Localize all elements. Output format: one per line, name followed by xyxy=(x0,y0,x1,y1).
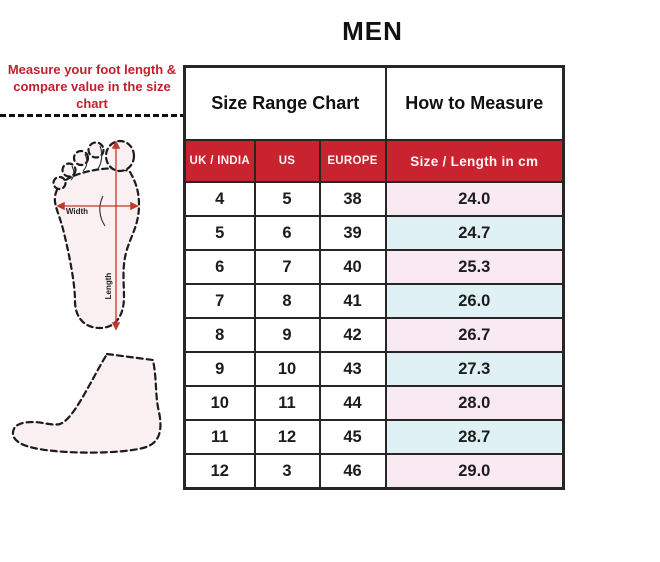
header-size-range-chart: Size Range Chart xyxy=(183,65,387,141)
toe-outline xyxy=(52,175,67,191)
col-header-europe: EUROPE xyxy=(318,139,387,183)
cell-uk-india: 10 xyxy=(183,385,256,421)
cell-size-cm: 29.0 xyxy=(384,453,565,490)
side-foot-diagram xyxy=(11,352,162,454)
cell-europe: 45 xyxy=(318,419,387,455)
cell-uk-india: 7 xyxy=(183,283,256,319)
cell-uk-india: 9 xyxy=(183,351,256,387)
cell-size-cm: 27.3 xyxy=(384,351,565,387)
cell-europe: 43 xyxy=(318,351,387,387)
cell-europe: 40 xyxy=(318,249,387,285)
table-row: 7 8 41 26.0 xyxy=(183,283,565,319)
dashed-divider xyxy=(0,114,186,117)
table-row: 8 9 42 26.7 xyxy=(183,317,565,353)
cell-us: 12 xyxy=(253,419,321,455)
arch-mark xyxy=(99,195,106,227)
cell-uk-india: 4 xyxy=(183,181,256,217)
big-toe-outline xyxy=(104,139,136,173)
cell-us: 8 xyxy=(253,283,321,319)
table-row: 12 3 46 29.0 xyxy=(183,453,565,490)
cell-uk-india: 12 xyxy=(183,453,256,490)
cell-europe: 38 xyxy=(318,181,387,217)
cell-size-cm: 28.7 xyxy=(384,419,565,455)
cell-us: 6 xyxy=(253,215,321,251)
cell-europe: 46 xyxy=(318,453,387,490)
toe-crease xyxy=(82,153,88,172)
column-header-row: UK / INDIA US EUROPE Size / Length in cm xyxy=(183,139,565,183)
cell-us: 10 xyxy=(253,351,321,387)
table-row: 11 12 45 28.7 xyxy=(183,419,565,455)
cell-size-cm: 25.3 xyxy=(384,249,565,285)
header-how-to-measure: How to Measure xyxy=(384,65,565,141)
footprint-outline xyxy=(53,167,141,330)
table-row: 9 10 43 27.3 xyxy=(183,351,565,387)
cell-us: 7 xyxy=(253,249,321,285)
cell-us: 5 xyxy=(253,181,321,217)
cell-europe: 41 xyxy=(318,283,387,319)
cell-size-cm: 28.0 xyxy=(384,385,565,421)
cell-europe: 39 xyxy=(318,215,387,251)
table-title-row: Size Range Chart How to Measure xyxy=(183,65,565,141)
cell-size-cm: 24.0 xyxy=(384,181,565,217)
toe-outline xyxy=(72,149,90,167)
side-foot-outline xyxy=(11,352,162,454)
cell-uk-india: 6 xyxy=(183,249,256,285)
cell-europe: 44 xyxy=(318,385,387,421)
footprint-diagram: Width Length xyxy=(52,139,141,331)
width-label: Width xyxy=(66,207,88,216)
table-row: 5 6 39 24.7 xyxy=(183,215,565,251)
size-chart-table: Size Range Chart How to Measure UK / IND… xyxy=(183,65,566,490)
toe-crease xyxy=(96,145,103,171)
table-row: 10 11 44 28.0 xyxy=(183,385,565,421)
col-header-uk-india: UK / INDIA xyxy=(183,139,256,183)
cell-uk-india: 5 xyxy=(183,215,256,251)
cell-uk-india: 11 xyxy=(183,419,256,455)
cell-us: 9 xyxy=(253,317,321,353)
length-label: Length xyxy=(104,273,113,300)
cell-size-cm: 26.0 xyxy=(384,283,565,319)
col-header-size-length-cm: Size / Length in cm xyxy=(384,139,565,183)
page-title: MEN xyxy=(342,16,403,46)
table-row: 6 7 40 25.3 xyxy=(183,249,565,285)
cell-us: 3 xyxy=(253,453,321,490)
cell-uk-india: 8 xyxy=(183,317,256,353)
cell-size-cm: 24.7 xyxy=(384,215,565,251)
cell-us: 11 xyxy=(253,385,321,421)
col-header-us: US xyxy=(253,139,321,183)
measure-instruction-text: Measure your foot length & compare value… xyxy=(7,62,177,111)
table-row: 4 5 38 24.0 xyxy=(183,181,565,217)
toe-crease xyxy=(70,165,75,181)
cell-europe: 42 xyxy=(318,317,387,353)
cell-size-cm: 26.7 xyxy=(384,317,565,353)
